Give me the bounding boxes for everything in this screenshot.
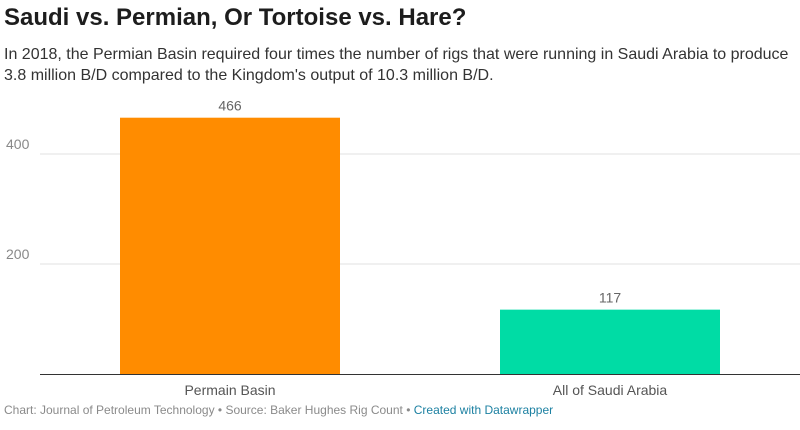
source-credit: Source: Baker Hughes Rig Count bbox=[225, 403, 403, 417]
y-tick-label-400: 400 bbox=[6, 136, 30, 152]
chart-subtitle: In 2018, the Permian Basin required four… bbox=[4, 46, 789, 84]
bar-2 bbox=[500, 309, 720, 374]
bar-1 bbox=[120, 117, 340, 374]
bars bbox=[120, 117, 720, 374]
labels: 200 400 466 Permain Basin 117 All of Saudi Ar… bbox=[6, 100, 667, 398]
value-label-1: 466 bbox=[218, 100, 242, 114]
y-tick-label-200: 200 bbox=[6, 246, 30, 262]
footer-separator-2: • bbox=[402, 403, 414, 417]
footer-separator: • bbox=[214, 403, 226, 417]
chart-title: Saudi vs. Permian, Or Tortoise vs. Hare? bbox=[4, 4, 467, 31]
chart-credit: Chart: Journal of Petroleum Technology bbox=[4, 403, 215, 417]
datawrapper-link[interactable]: Created with Datawrapper bbox=[413, 403, 554, 417]
bar-chart: 200 400 466 Permain Basin 117 All of Saudi Ar… bbox=[6, 100, 800, 398]
value-label-2: 117 bbox=[599, 290, 622, 306]
chart-footer: Chart: Journal of Petroleum Technology •… bbox=[4, 403, 553, 417]
category-label-1: Permain Basin bbox=[184, 382, 275, 398]
category-label-2: All of Saudi Arabia bbox=[553, 382, 668, 398]
